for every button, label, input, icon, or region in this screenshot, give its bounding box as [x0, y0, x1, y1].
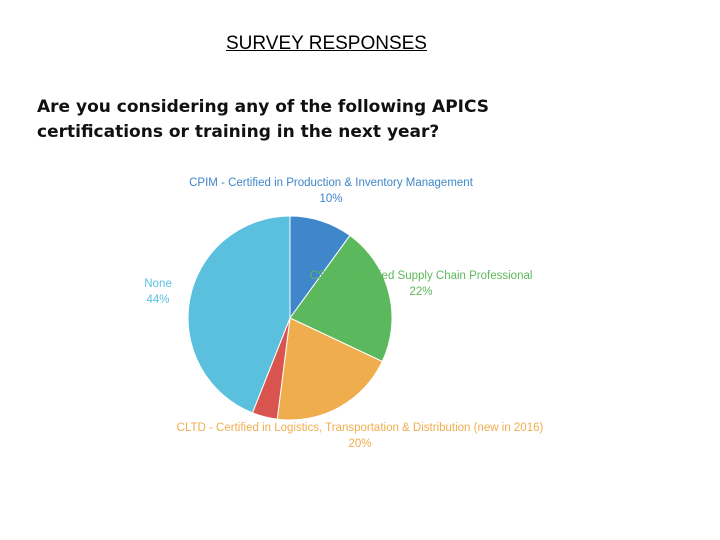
slice-value-cscp: 22% [409, 286, 432, 298]
slice-name-none: None [144, 278, 172, 290]
slice-name-cltd: CLTD - Certified in Logistics, Transport… [177, 422, 544, 434]
pie-slice-none [187, 215, 291, 414]
pie-labels: CPIM - Certified in Production & Invento… [144, 177, 543, 450]
slice-name-cpim: CPIM - Certified in Production & Invento… [189, 177, 474, 189]
slice-value-cpim: 10% [319, 193, 342, 205]
pie-slices [187, 215, 393, 421]
slice-value-none: 44% [146, 294, 169, 306]
slice-name-cscp: CSCP - Certified Supply Chain Profession… [310, 270, 533, 282]
page-title: SURVEY RESPONSES [226, 33, 427, 54]
slice-value-cltd: 20% [348, 438, 371, 450]
survey-question: Are you considering any of the following… [37, 97, 490, 142]
pie-slice-cltd [276, 317, 383, 421]
